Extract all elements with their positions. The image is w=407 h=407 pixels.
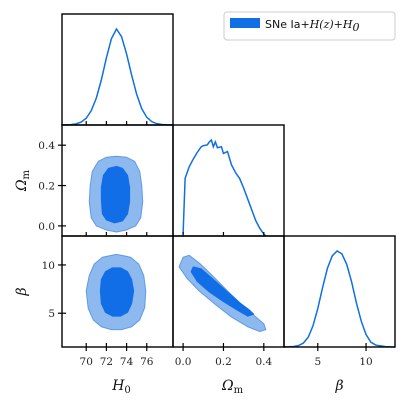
- axis-label-H0: H0: [111, 378, 131, 396]
- tick-label-Om-y: 0.0: [38, 221, 55, 233]
- tick-label-Om-x: 0.2: [215, 356, 232, 368]
- labels-layer: 70 72 74 76 0.0 0.2 0.4 5 10 0.0 0.2 0.4 5 10 H0 Ωm β Ωm β: [14, 140, 373, 396]
- tick-label-H0: 74: [120, 356, 134, 368]
- tick-label-Om-x: 0.0: [175, 356, 192, 368]
- legend-swatch: [230, 18, 260, 28]
- contour-H0_beta-68: [99, 267, 135, 317]
- tick-label-H0: 70: [80, 356, 93, 368]
- contour-H0_Om-68: [100, 165, 131, 224]
- axis-label-Om: Ωm: [14, 169, 32, 192]
- tick-label-beta-x: 10: [359, 356, 372, 368]
- marginal-beta-curve: [283, 250, 396, 348]
- marginal-Om-curve: [182, 138, 267, 237]
- tick-label-H0: 72: [100, 356, 113, 368]
- svg-text:H0: H0: [111, 378, 131, 396]
- tick-label-Om-y: 0.4: [38, 140, 55, 152]
- marginal-H0-curve: [61, 27, 174, 126]
- axis-label-beta: β: [14, 287, 30, 296]
- legend-label: SNe Ia+H(z)+H0: [265, 18, 359, 34]
- tick-label-Om-y: 0.2: [38, 181, 55, 193]
- tick-label-beta-y: 10: [42, 260, 55, 272]
- panel-Om-frame: [172, 124, 285, 237]
- tick-label-beta-y: 5: [48, 308, 55, 320]
- axis-label-beta: β: [334, 378, 343, 394]
- axis-label-Om: Ωm: [221, 378, 244, 396]
- legend-box: [223, 11, 396, 41]
- tick-label-Om-x: 0.4: [255, 356, 272, 368]
- svg-text:Ωm: Ωm: [14, 169, 32, 192]
- svg-text:β: β: [334, 378, 343, 394]
- svg-text:Ωm: Ωm: [221, 378, 244, 396]
- contour-Om_beta-68: [190, 266, 255, 317]
- tick-label-H0: 76: [140, 356, 154, 368]
- panels-layer: [58, 13, 396, 351]
- svg-text:β: β: [14, 287, 30, 296]
- panel-Om_beta-frame: [172, 235, 285, 348]
- legend: SNe Ia+H(z)+H0: [223, 11, 396, 41]
- tick-label-beta-x: 5: [314, 356, 321, 368]
